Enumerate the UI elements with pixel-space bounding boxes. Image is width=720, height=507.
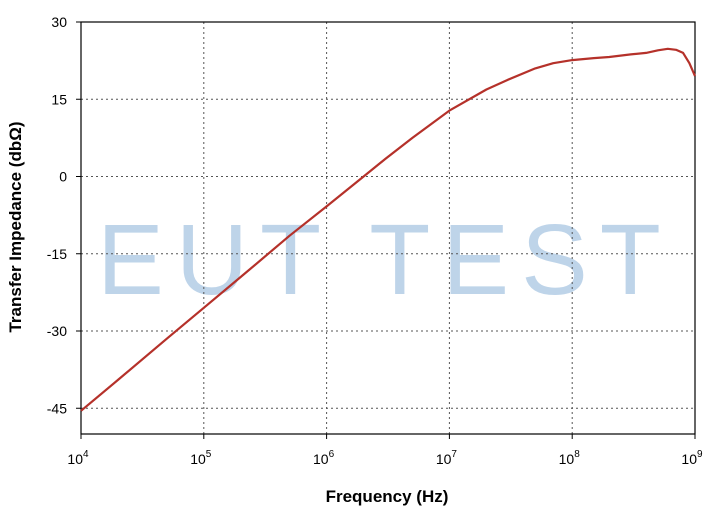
x-tick-label: 109 <box>681 449 703 467</box>
y-tick-label: -45 <box>47 400 67 416</box>
x-tick-label: 105 <box>190 449 212 467</box>
x-tick-label: 104 <box>67 449 89 467</box>
plot-frame <box>80 21 696 435</box>
y-tick-label: -15 <box>47 246 67 262</box>
grid <box>81 22 695 434</box>
y-tick-label: 0 <box>59 169 67 185</box>
y-axis-title: Transfer Impedance (dbΩ) <box>6 121 25 332</box>
x-tick-label: 108 <box>559 449 581 467</box>
y-tick-label: 30 <box>51 14 67 30</box>
x-axis-title: Frequency (Hz) <box>326 487 449 506</box>
transfer-impedance-line <box>80 47 697 412</box>
y-tick-label: -30 <box>47 323 67 339</box>
watermark: EUT TEST <box>97 204 673 316</box>
y-axis: 30 15 0 -15 -30 -45 <box>47 14 81 416</box>
x-axis: 104 105 106 107 108 109 <box>67 434 703 467</box>
x-tick-label: 107 <box>436 449 458 467</box>
x-tick-label: 106 <box>313 449 335 467</box>
y-tick-label: 15 <box>51 91 67 107</box>
